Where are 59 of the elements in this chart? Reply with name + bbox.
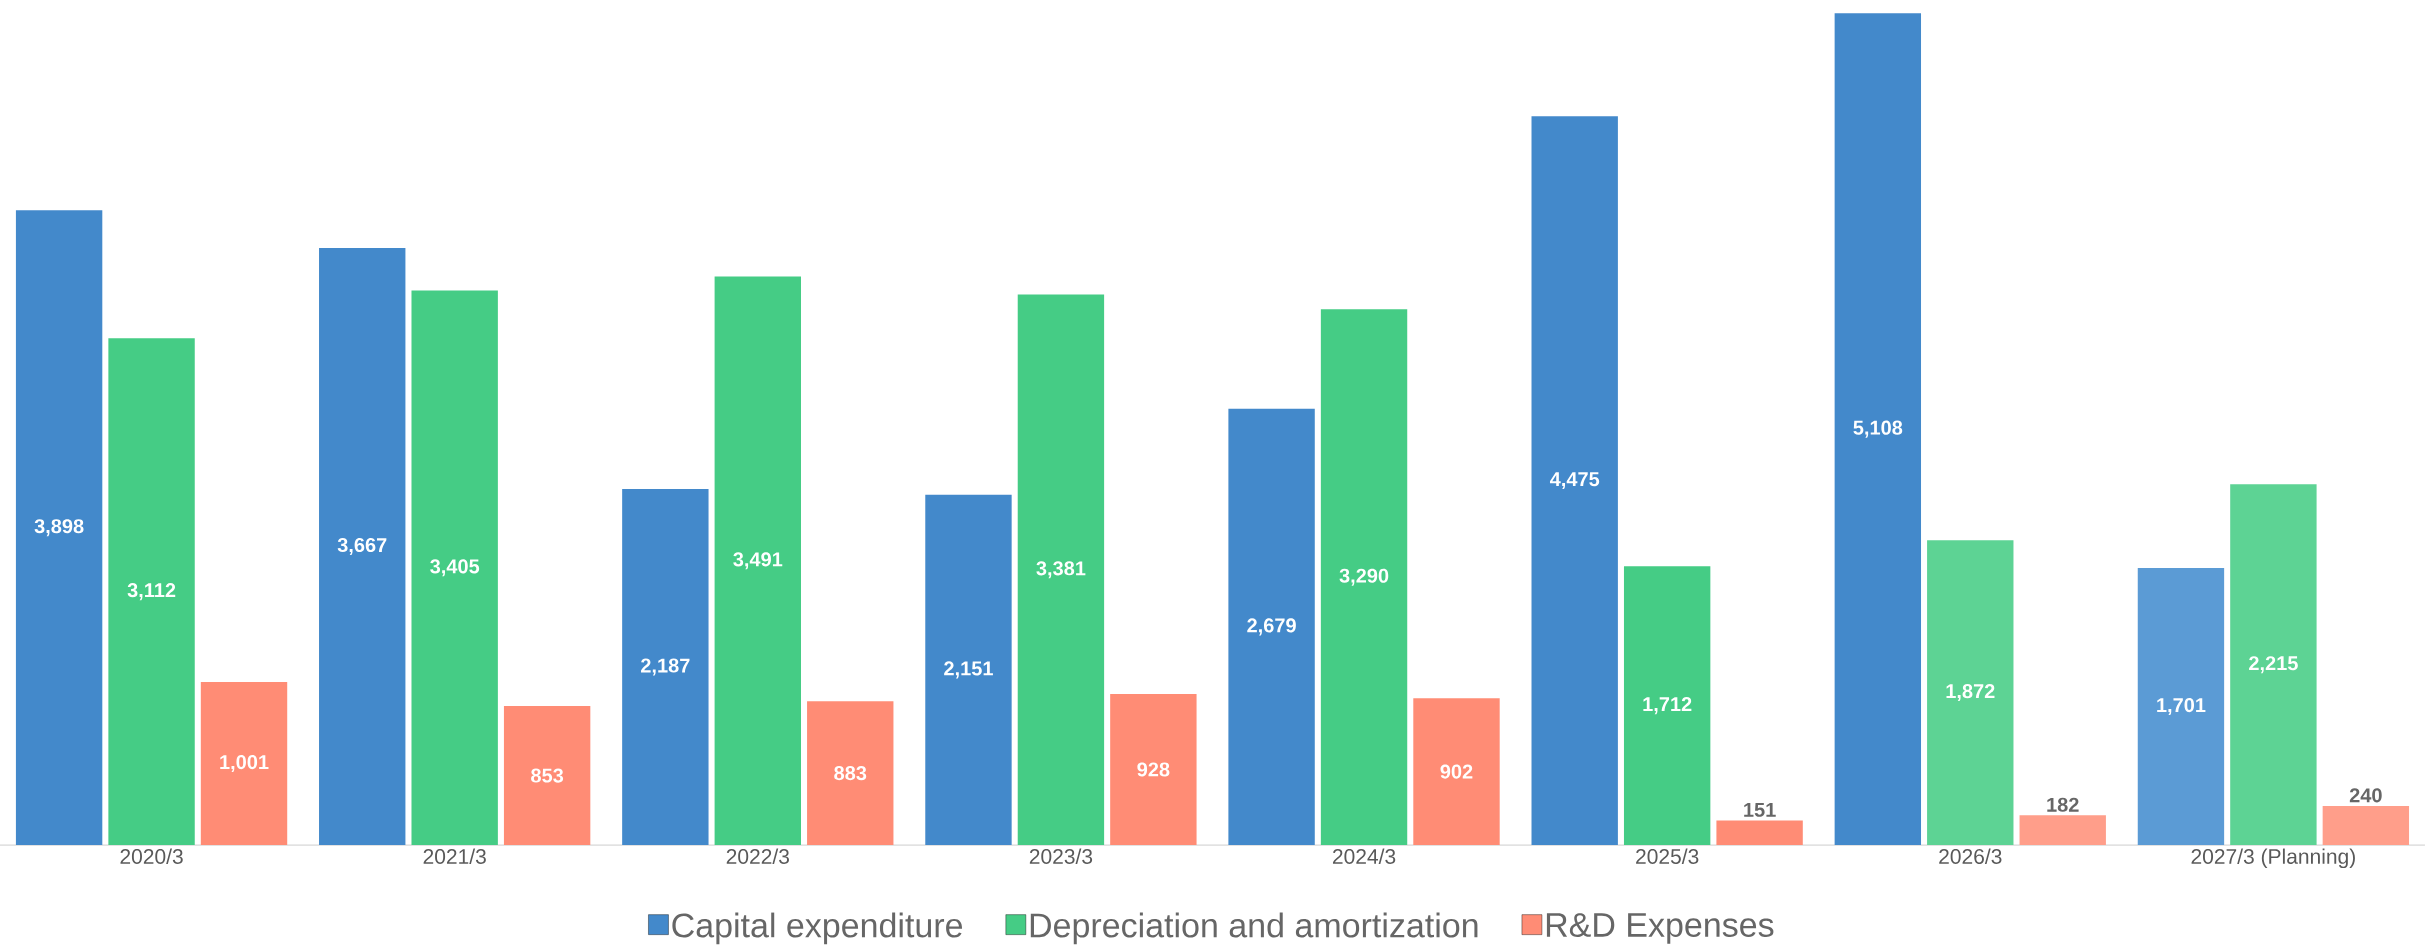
x-tick-label: 2024/3 bbox=[1332, 848, 1396, 864]
bar bbox=[1110, 693, 1197, 845]
bar bbox=[1320, 309, 1408, 845]
data-label: 3,405 bbox=[430, 559, 480, 577]
data-label: 5,108 bbox=[1853, 420, 1903, 438]
data-label: 151 bbox=[1744, 802, 1776, 817]
data-label: 3,898 bbox=[34, 519, 84, 537]
x-tick-label: 2020/3 bbox=[120, 848, 183, 864]
data-label: 1,712 bbox=[1643, 697, 1692, 715]
data-label: 883 bbox=[834, 766, 867, 781]
bar bbox=[200, 682, 288, 845]
bar bbox=[622, 488, 709, 845]
x-tick-label: 2022/3 bbox=[726, 848, 789, 864]
data-label: 928 bbox=[1137, 762, 1170, 777]
bar bbox=[2137, 568, 2225, 845]
data-label: 3,667 bbox=[337, 537, 387, 555]
data-label: 2,187 bbox=[641, 658, 690, 676]
data-label: 3,112 bbox=[127, 583, 176, 601]
bar bbox=[15, 210, 103, 845]
bar bbox=[503, 706, 591, 845]
data-label: 182 bbox=[2047, 797, 2079, 812]
x-tick-label: 2026/3 bbox=[1939, 848, 2002, 864]
x-tick-label: 2027/3 (Planning) bbox=[2191, 848, 2355, 869]
bar bbox=[807, 701, 894, 845]
bar bbox=[411, 290, 498, 845]
bar bbox=[2019, 815, 2106, 845]
bar bbox=[925, 494, 1012, 845]
bar bbox=[108, 338, 195, 845]
bar bbox=[1228, 408, 1315, 845]
legend-label: R&D Expenses bbox=[1546, 913, 1774, 944]
x-tick-label: 2021/3 bbox=[423, 848, 486, 864]
bar bbox=[1017, 294, 1105, 845]
bar bbox=[2322, 805, 2410, 845]
data-label: 4,475 bbox=[1549, 472, 1600, 490]
data-label: 3,491 bbox=[733, 552, 783, 570]
data-label: 902 bbox=[1440, 764, 1473, 779]
data-label: 1,872 bbox=[1946, 684, 1995, 702]
data-label: 3,381 bbox=[1036, 561, 1086, 579]
data-label: 1,701 bbox=[2157, 698, 2206, 716]
bar bbox=[1927, 540, 2014, 845]
data-label: 2,215 bbox=[2249, 656, 2298, 674]
bar bbox=[2230, 484, 2317, 845]
data-label: 2,151 bbox=[944, 661, 993, 679]
bar bbox=[319, 247, 406, 845]
data-label: 853 bbox=[531, 768, 564, 783]
data-label: 2,679 bbox=[1247, 618, 1296, 636]
data-label: 1,001 bbox=[220, 754, 269, 773]
data-label: 240 bbox=[2349, 788, 2382, 803]
x-tick-label: 2023/3 bbox=[1029, 848, 1093, 864]
legend-label: Capital expenditure bbox=[672, 912, 963, 945]
bar bbox=[1623, 566, 1711, 845]
x-tick-label: 2025/3 bbox=[1636, 848, 1699, 864]
bar bbox=[1413, 698, 1500, 845]
bar bbox=[714, 276, 801, 845]
bar bbox=[1834, 13, 1922, 845]
legend-label: Depreciation and amortization bbox=[1030, 912, 1478, 945]
data-label: 3,290 bbox=[1339, 568, 1389, 586]
bar bbox=[1716, 820, 1803, 845]
bar bbox=[1531, 116, 1618, 845]
